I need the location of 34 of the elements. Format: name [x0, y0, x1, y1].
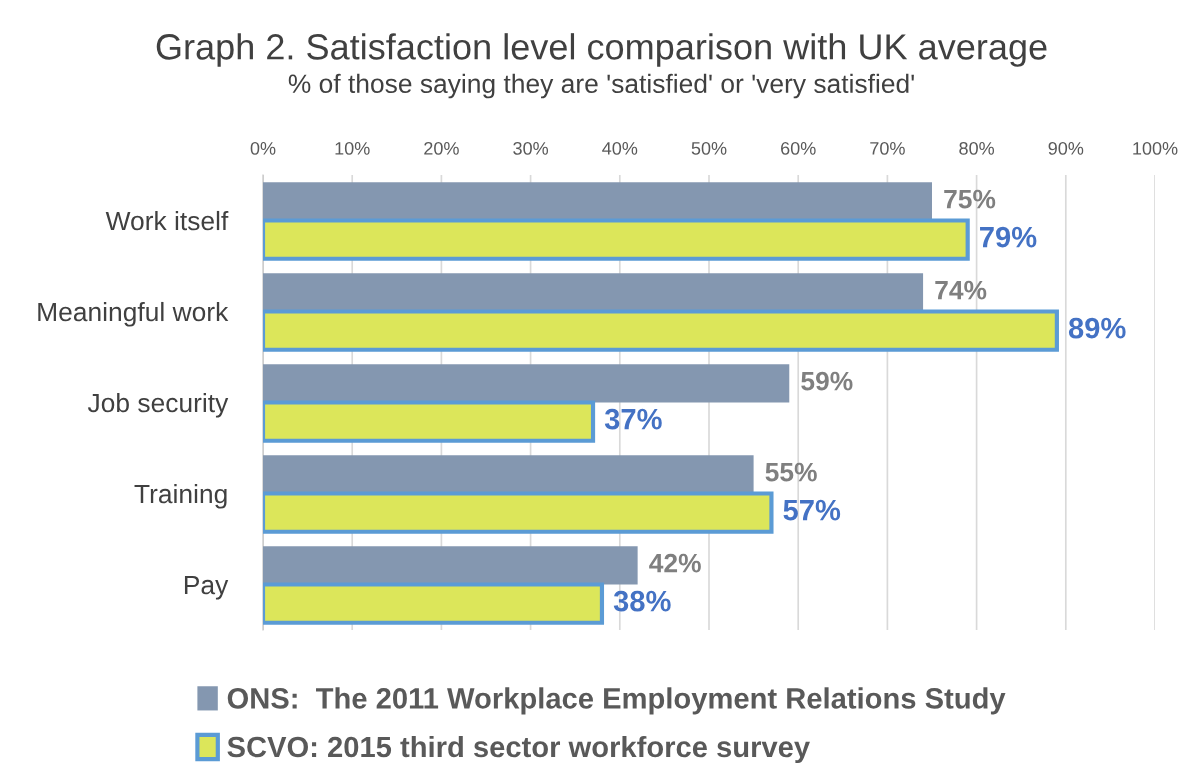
- data-label: 59%: [801, 371, 853, 391]
- bar: [263, 364, 790, 403]
- legend-label: SCVO: 2015 third sector workforce survey: [227, 735, 810, 764]
- x-tick-label: 70%: [870, 141, 905, 155]
- x-tick-label: 20%: [424, 141, 459, 155]
- data-label: 75%: [944, 189, 996, 209]
- data-label: 37%: [604, 408, 662, 430]
- chart-title: Graph 2. Satisfaction level comparison with UK average: [156, 33, 1047, 67]
- data-label: 38%: [613, 590, 671, 612]
- x-tick-label: 90%: [1048, 141, 1084, 155]
- x-tick-label: 80%: [959, 141, 995, 155]
- data-label: 42%: [649, 553, 701, 573]
- data-label: 74%: [935, 280, 987, 300]
- x-tick-label: 0%: [250, 141, 276, 155]
- data-label: 55%: [765, 462, 817, 482]
- y-tick-label: Job security: [87, 392, 229, 418]
- x-tick-label: 10%: [335, 141, 370, 155]
- bar: [263, 182, 932, 221]
- y-tick-label: Training: [134, 483, 227, 509]
- x-tick-label: 60%: [781, 141, 816, 155]
- x-tick-label: 30%: [513, 141, 549, 155]
- x-tick-label: 50%: [691, 141, 727, 155]
- x-tick-label: 100%: [1133, 141, 1178, 155]
- y-tick-label: Work itself: [105, 210, 229, 231]
- bar: [263, 273, 924, 312]
- bar: [263, 455, 754, 494]
- data-label: 57%: [783, 499, 841, 521]
- y-tick-label: Meaningful work: [38, 301, 229, 327]
- x-tick-label: 40%: [602, 141, 638, 155]
- data-label: 89%: [1068, 317, 1126, 339]
- chart-subtitle: % of those saying they are 'satisfied' or 'very satisfied': [288, 73, 914, 99]
- legend-label: ONS: The 2011 Workplace Employment Relations Study: [227, 687, 1006, 715]
- y-tick-label: Pay: [184, 575, 229, 600]
- data-label: 79%: [980, 226, 1037, 248]
